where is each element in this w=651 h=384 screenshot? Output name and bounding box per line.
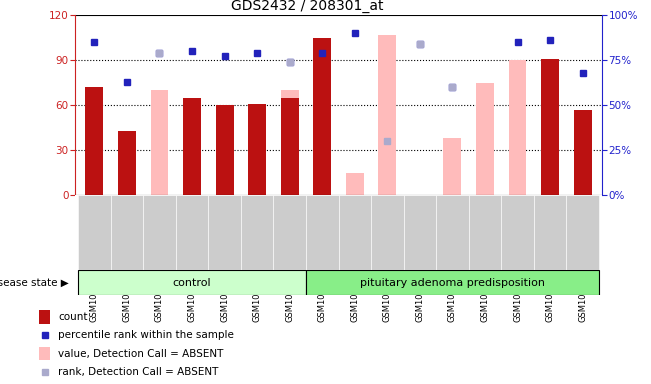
Bar xyxy=(273,195,306,270)
Bar xyxy=(183,98,201,195)
Bar xyxy=(241,195,273,270)
Bar xyxy=(78,270,306,295)
Bar xyxy=(306,195,339,270)
Bar xyxy=(469,195,501,270)
Bar xyxy=(39,347,50,361)
Bar xyxy=(371,195,404,270)
Bar xyxy=(443,138,462,195)
Bar xyxy=(78,195,111,270)
Bar xyxy=(143,195,176,270)
Bar xyxy=(150,90,169,195)
Bar xyxy=(476,83,494,195)
Bar xyxy=(378,35,396,195)
Bar xyxy=(436,195,469,270)
Text: percentile rank within the sample: percentile rank within the sample xyxy=(58,330,234,340)
Bar xyxy=(534,195,566,270)
Title: GDS2432 / 208301_at: GDS2432 / 208301_at xyxy=(230,0,383,13)
Text: rank, Detection Call = ABSENT: rank, Detection Call = ABSENT xyxy=(58,367,219,377)
Bar xyxy=(566,195,599,270)
Bar xyxy=(248,104,266,195)
Bar xyxy=(306,270,599,295)
Text: control: control xyxy=(173,278,212,288)
Bar xyxy=(313,38,331,195)
Bar xyxy=(118,131,136,195)
Bar xyxy=(111,195,143,270)
Text: count: count xyxy=(58,312,88,322)
Bar xyxy=(404,195,436,270)
Bar xyxy=(541,58,559,195)
Bar xyxy=(208,195,241,270)
Text: pituitary adenoma predisposition: pituitary adenoma predisposition xyxy=(360,278,545,288)
Bar xyxy=(215,105,234,195)
Bar xyxy=(574,109,592,195)
Bar xyxy=(508,60,527,195)
Bar xyxy=(176,195,208,270)
Text: disease state ▶: disease state ▶ xyxy=(0,278,68,288)
Bar xyxy=(339,195,371,270)
Bar xyxy=(85,87,104,195)
Bar xyxy=(346,172,364,195)
Bar xyxy=(281,90,299,195)
Text: value, Detection Call = ABSENT: value, Detection Call = ABSENT xyxy=(58,349,223,359)
Bar xyxy=(281,98,299,195)
Bar xyxy=(501,195,534,270)
Bar xyxy=(39,310,50,323)
